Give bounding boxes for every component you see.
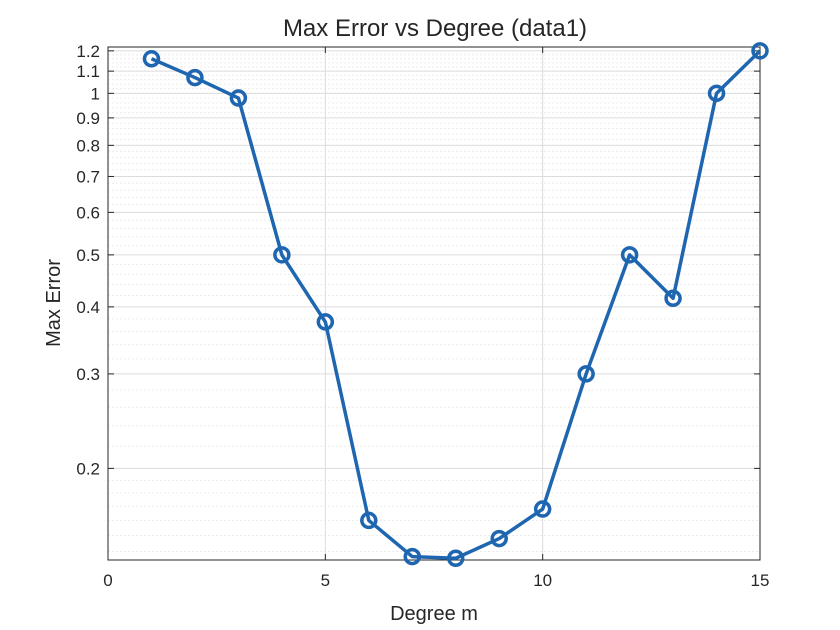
data-point	[186, 68, 204, 87]
data-point	[620, 246, 639, 264]
x-tick-label: 5	[321, 571, 330, 590]
data-point	[577, 365, 595, 383]
data-point	[142, 50, 161, 68]
data-point	[446, 549, 465, 568]
data-point	[490, 529, 508, 548]
data-point	[403, 547, 422, 566]
data-point	[664, 289, 682, 308]
grid	[107, 47, 761, 560]
series-group	[142, 42, 769, 568]
y-tick-label: 0.5	[76, 246, 100, 265]
x-tick-label: 15	[751, 571, 770, 590]
data-point	[229, 89, 248, 107]
data-point	[273, 246, 291, 264]
series-line	[150, 49, 762, 561]
y-tick-label: 0.2	[76, 459, 100, 478]
data-point	[751, 42, 769, 60]
y-tick-label: 0.3	[76, 365, 100, 384]
plot-box	[107, 46, 761, 561]
data-point	[707, 84, 726, 103]
y-tick-label: 0.6	[76, 203, 100, 222]
y-axis-label: Max Error	[43, 259, 65, 347]
x-axis-label: Degree m	[390, 603, 478, 625]
x-tick-label: 10	[533, 571, 552, 590]
y-tick-label: 0.4	[76, 298, 100, 317]
y-axis: 0.2 0.3 0.4 0.5 0.6 0.7 0.8 0.9 1 1.11.2	[76, 42, 760, 478]
data-point	[360, 511, 378, 530]
y-tick-label: 0.7	[76, 167, 100, 186]
y-tick-label: 1.1	[76, 62, 100, 81]
y-tick-label: 1.2	[76, 42, 100, 61]
data-point	[533, 500, 552, 518]
x-axis: 0 5 10 15	[103, 47, 769, 590]
chart-title: Max Error vs Degree (data1)	[283, 15, 587, 42]
y-tick-label: 0.8	[76, 136, 100, 155]
data-point	[316, 313, 335, 331]
x-tick-label: 0	[103, 571, 112, 590]
y-tick-label: 0.9	[76, 109, 100, 128]
y-tick-label: 1	[91, 84, 100, 103]
